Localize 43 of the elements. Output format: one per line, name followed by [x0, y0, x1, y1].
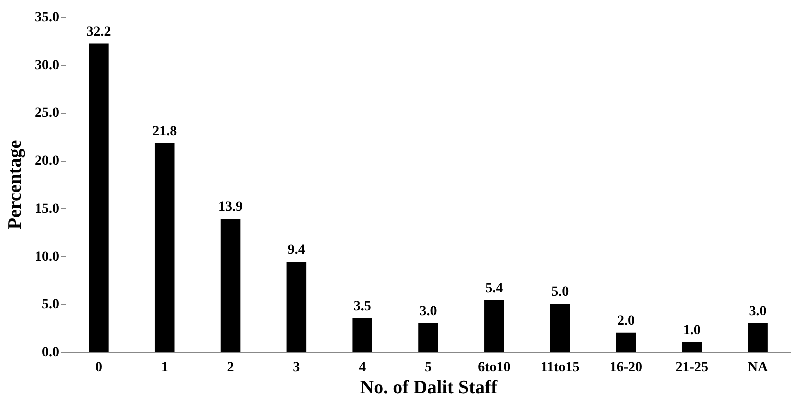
data-label: 13.9 — [218, 200, 244, 215]
y-tick-label: 15.0 — [35, 202, 60, 217]
bar — [682, 342, 702, 352]
data-label: 2.0 — [617, 314, 635, 329]
bar — [550, 304, 570, 352]
x-tick-label: 1 — [161, 360, 168, 376]
bar — [220, 218, 241, 352]
y-tick-label: 0.0 — [42, 346, 60, 360]
y-tick-label: 20.0 — [35, 154, 60, 170]
bar — [154, 143, 175, 352]
x-tick-label: 21-25 — [676, 360, 708, 376]
x-tick-label: NA — [748, 360, 770, 376]
data-label: 21.8 — [152, 124, 178, 140]
y-tick-label: 5.0 — [42, 298, 60, 313]
data-label: 9.4 — [288, 243, 306, 258]
x-tick-label: 0 — [95, 360, 102, 376]
bar — [748, 323, 768, 352]
x-tick-label: 4 — [359, 360, 366, 376]
bar — [352, 318, 372, 352]
data-label: 5.4 — [486, 281, 504, 296]
bar — [286, 262, 307, 352]
data-label: 5.0 — [552, 285, 570, 300]
bar — [484, 300, 504, 352]
x-tick-label: 6to10 — [478, 360, 511, 376]
data-label: 3.0 — [420, 304, 438, 320]
x-tick-label: 2 — [227, 360, 234, 376]
x-axis-title: No. of Dalit Staff — [360, 378, 498, 398]
data-label: 32.2 — [86, 24, 112, 40]
y-axis-title: Percentage — [5, 140, 26, 230]
bar — [616, 332, 636, 352]
bar — [418, 323, 438, 352]
x-tick-label: 16-20 — [610, 360, 643, 376]
x-tick-label: 5 — [425, 360, 432, 376]
y-tick-label: 25.0 — [35, 106, 60, 122]
y-tick-label: 30.0 — [35, 58, 60, 74]
bar — [89, 44, 109, 352]
x-tick-label: 11to15 — [540, 360, 580, 376]
x-tick-label: 3 — [293, 360, 300, 376]
y-tick-label: 35.0 — [35, 10, 60, 26]
data-label: 1.0 — [683, 323, 701, 338]
data-label: 3.5 — [354, 300, 372, 314]
y-tick-label: 10.0 — [35, 250, 60, 265]
data-label: 3.0 — [749, 304, 767, 320]
